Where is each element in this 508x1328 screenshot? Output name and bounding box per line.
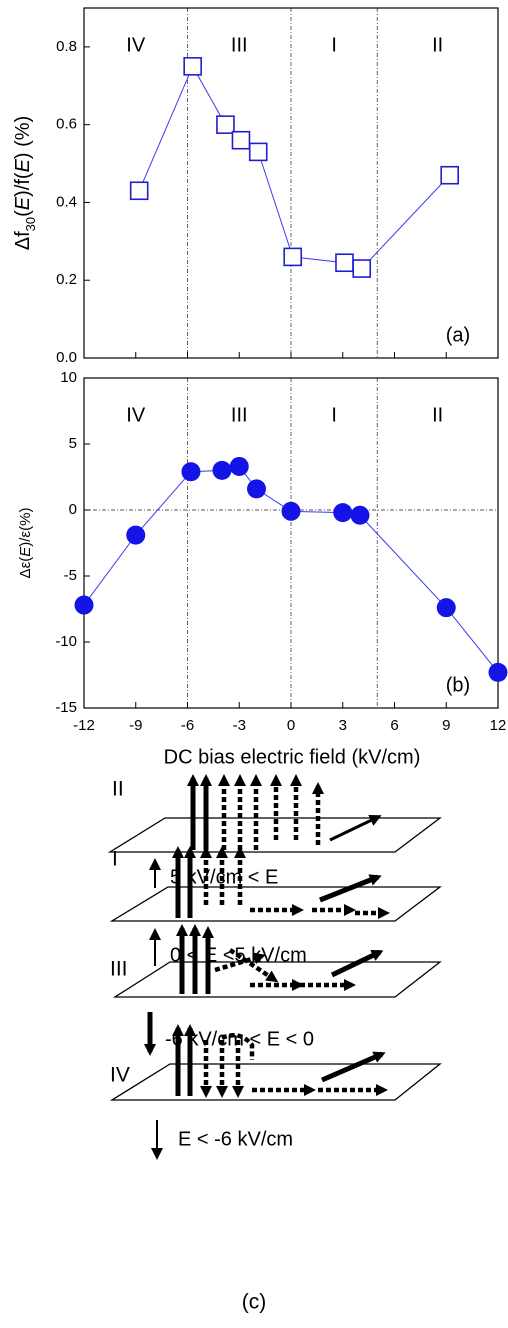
condition: E < -6 kV/cm: [178, 1128, 293, 1150]
data-point: [216, 115, 235, 134]
y-tick-label: 10: [60, 369, 77, 386]
data-point: [488, 662, 508, 682]
data-point: [352, 259, 372, 278]
data-point: [440, 165, 460, 185]
panel-label: I: [112, 848, 118, 871]
data-point: [281, 501, 301, 521]
data-point: [181, 462, 201, 482]
data-point: [248, 142, 268, 162]
data-point: [335, 253, 354, 273]
y-tick-label: 0.8: [56, 38, 77, 55]
x-tick-label: -12: [73, 717, 95, 734]
y-tick-label: -10: [55, 633, 77, 650]
x-tick-label: 0: [287, 717, 295, 734]
y-tick-label: -15: [55, 699, 77, 716]
plane: [112, 961, 442, 998]
plane: [109, 886, 442, 922]
plane: [107, 817, 442, 853]
y-tick-label: -5: [64, 567, 77, 584]
data-point: [74, 595, 94, 615]
y-axis-label: Δf30(E)/f(E) (%): [12, 116, 38, 251]
y-tick-label: 0.4: [56, 193, 77, 210]
region-label: IV: [126, 34, 146, 56]
y-tick-label: 0.0: [56, 349, 77, 366]
panel-label: III: [110, 958, 128, 981]
region-label: II: [432, 34, 443, 56]
data-point: [247, 479, 266, 499]
x-tick-label: -3: [233, 717, 246, 734]
y-axis-label: Δε(E)/ε(%): [17, 508, 34, 579]
plane: [109, 1063, 442, 1101]
x-tick-label: 6: [390, 717, 398, 734]
x-tick-label: -6: [181, 717, 194, 734]
data-point: [333, 503, 353, 523]
x-tick-label: 12: [490, 717, 507, 734]
data-point: [283, 247, 303, 267]
arrows: [172, 846, 390, 919]
x-tick-label: 9: [442, 717, 450, 734]
region-label: III: [231, 34, 248, 56]
arrows: [176, 924, 384, 994]
panel-label: (b): [446, 674, 470, 696]
data-point: [212, 460, 232, 480]
data-point: [126, 525, 146, 545]
series-line: [138, 65, 451, 270]
y-tick-label: 0: [69, 501, 77, 518]
arrows: [187, 774, 382, 850]
y-tick-label: 0.2: [56, 271, 77, 288]
region-label: III: [231, 404, 248, 426]
y-tick-label: 5: [69, 435, 77, 452]
region-label: II: [432, 404, 443, 426]
x-tick-label: -9: [129, 717, 142, 734]
data-point: [183, 57, 202, 76]
arrows: [172, 1024, 388, 1098]
caption: (c): [242, 1291, 267, 1314]
data-point: [231, 130, 251, 150]
data-point: [129, 181, 149, 201]
condition: -6 kV/cm < E < 0: [165, 1028, 314, 1050]
region-label: I: [331, 34, 337, 56]
data-point: [229, 456, 249, 476]
panel-label: IV: [110, 1064, 130, 1087]
data-point: [350, 505, 370, 525]
x-tick-label: 3: [339, 717, 347, 734]
y-tick-label: 0.6: [56, 116, 77, 133]
data-point: [436, 598, 456, 618]
region-label: I: [331, 404, 337, 426]
diagram: II 5 kV/cm < E I 0 < E <5 kV/cm III -6 k…: [107, 774, 442, 1314]
panel-label: II: [112, 778, 124, 801]
region-label: IV: [126, 404, 146, 426]
x-axis-label: DC bias electric field (kV/cm): [164, 746, 421, 768]
panel-label: (a): [446, 324, 470, 346]
